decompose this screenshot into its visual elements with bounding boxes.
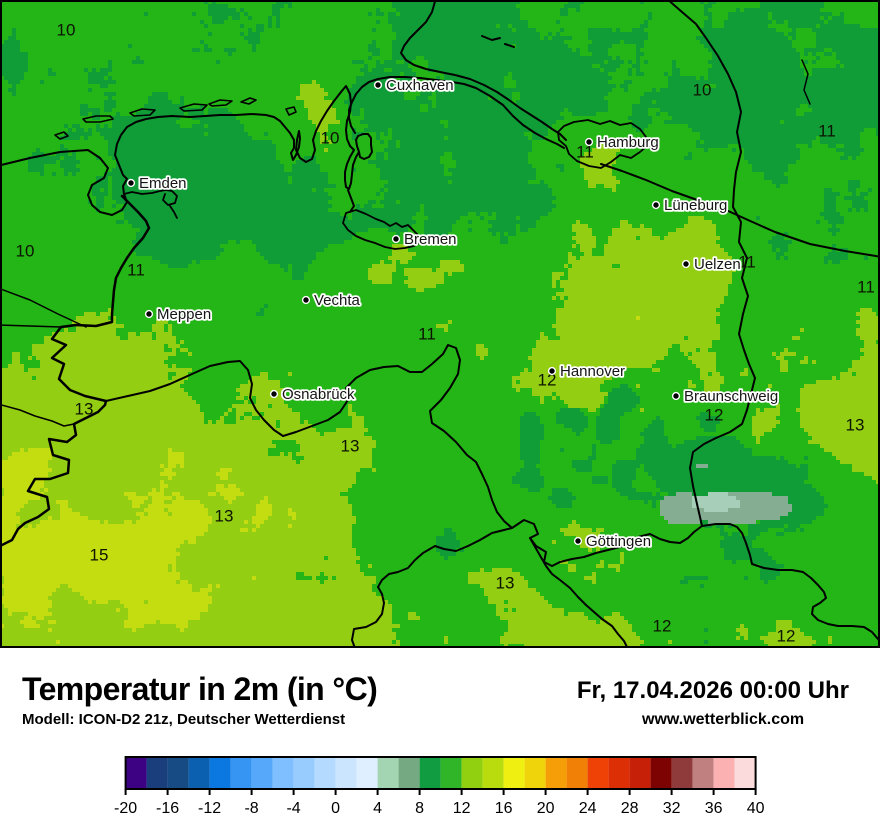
svg-text:Braunschweig: Braunschweig bbox=[684, 388, 778, 405]
svg-text:11: 11 bbox=[857, 278, 875, 297]
svg-text:13: 13 bbox=[496, 574, 515, 593]
svg-text:8: 8 bbox=[415, 800, 424, 817]
svg-text:12: 12 bbox=[653, 617, 672, 636]
svg-text:Göttingen: Göttingen bbox=[586, 533, 651, 550]
svg-text:13: 13 bbox=[341, 437, 360, 456]
svg-text:20: 20 bbox=[537, 800, 555, 817]
svg-text:36: 36 bbox=[705, 800, 723, 817]
svg-text:Osnabrück: Osnabrück bbox=[282, 386, 355, 403]
svg-text:Hamburg: Hamburg bbox=[597, 134, 659, 151]
svg-text:10: 10 bbox=[57, 21, 76, 40]
svg-text:12: 12 bbox=[453, 800, 471, 817]
svg-text:10: 10 bbox=[321, 129, 340, 148]
svg-text:12: 12 bbox=[538, 371, 557, 390]
svg-text:Cuxhaven: Cuxhaven bbox=[386, 77, 454, 94]
svg-text:11: 11 bbox=[818, 122, 836, 141]
svg-text:10: 10 bbox=[693, 81, 712, 100]
svg-text:16: 16 bbox=[495, 800, 513, 817]
svg-text:24: 24 bbox=[579, 800, 597, 817]
svg-text:13: 13 bbox=[846, 416, 865, 435]
svg-text:-20: -20 bbox=[114, 800, 137, 817]
svg-text:-4: -4 bbox=[286, 800, 300, 817]
svg-text:Uelzen: Uelzen bbox=[694, 256, 741, 273]
svg-text:11: 11 bbox=[738, 253, 756, 272]
svg-text:32: 32 bbox=[663, 800, 681, 817]
svg-text:Lüneburg: Lüneburg bbox=[664, 197, 727, 214]
svg-text:11: 11 bbox=[576, 143, 594, 162]
svg-text:0: 0 bbox=[331, 800, 340, 817]
svg-text:Bremen: Bremen bbox=[404, 231, 457, 248]
svg-text:11: 11 bbox=[127, 261, 145, 280]
svg-text:-8: -8 bbox=[244, 800, 258, 817]
svg-text:10: 10 bbox=[16, 242, 35, 261]
svg-text:15: 15 bbox=[90, 546, 109, 565]
svg-text:Emden: Emden bbox=[139, 175, 187, 192]
svg-text:11: 11 bbox=[418, 325, 436, 344]
svg-text:Meppen: Meppen bbox=[157, 306, 211, 323]
svg-text:Hannover: Hannover bbox=[560, 363, 625, 380]
svg-text:-12: -12 bbox=[198, 800, 221, 817]
svg-text:13: 13 bbox=[75, 400, 94, 419]
svg-text:Vechta: Vechta bbox=[314, 292, 361, 309]
svg-text:40: 40 bbox=[747, 800, 765, 817]
svg-text:13: 13 bbox=[215, 507, 234, 526]
svg-text:4: 4 bbox=[373, 800, 382, 817]
svg-text:-16: -16 bbox=[156, 800, 179, 817]
svg-text:12: 12 bbox=[705, 406, 724, 425]
svg-text:12: 12 bbox=[777, 627, 796, 646]
svg-text:28: 28 bbox=[621, 800, 639, 817]
